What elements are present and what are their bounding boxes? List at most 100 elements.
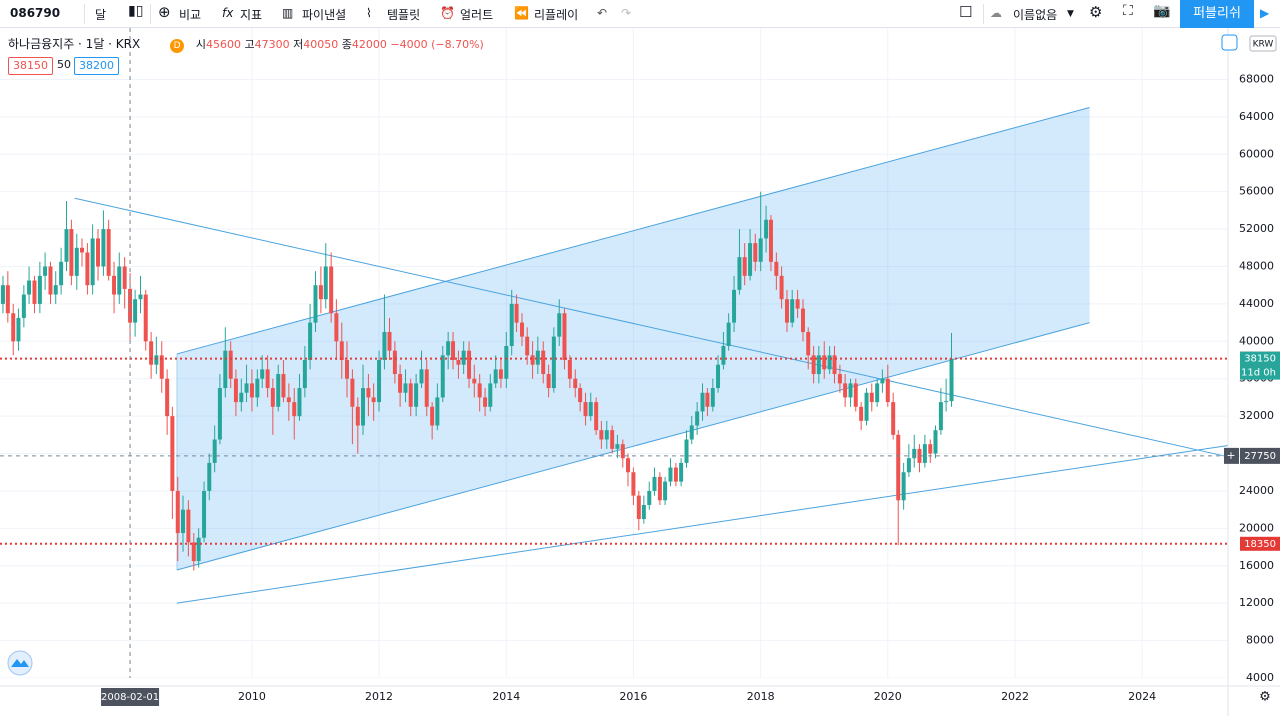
hline-label: 18350 [1244, 539, 1276, 550]
candle-body [647, 490, 652, 505]
candle-body [784, 299, 789, 323]
last-price-label-box [1240, 351, 1280, 366]
candle-body [297, 388, 302, 417]
candle-body [217, 388, 222, 440]
candle-body [239, 392, 244, 403]
y-tick-label: 20000 [1239, 521, 1274, 534]
indicators[interactable]: 지표 [240, 8, 263, 22]
layout-name[interactable]: 이름없음 [1013, 8, 1058, 22]
alert-icon[interactable]: ⏰ [440, 6, 455, 20]
indicators-icon[interactable]: fx [222, 6, 234, 20]
redo[interactable]: ↷ [621, 6, 632, 20]
candle-body [382, 331, 387, 361]
candle-body [233, 378, 238, 403]
open-label: 시 [195, 38, 207, 51]
candle-body [906, 458, 911, 473]
candle-body [816, 355, 821, 375]
alert[interactable]: 얼러트 [460, 8, 494, 22]
publish-button[interactable]: 퍼블리쉬 [1180, 0, 1254, 28]
candle-body [705, 392, 710, 407]
x-tick-label: 2010 [238, 690, 266, 703]
candle-body [101, 229, 106, 267]
x-tick-label: 2018 [747, 690, 775, 703]
y-tick-label: 44000 [1239, 297, 1274, 310]
candle-body [228, 350, 233, 379]
crosshair-x-box [101, 688, 160, 706]
candle-body [313, 285, 318, 323]
candle-body [80, 247, 85, 253]
candle-body [578, 388, 583, 403]
financials[interactable]: 파이낸셜 [302, 8, 347, 22]
candle-body [170, 416, 175, 491]
symbol[interactable]: 086790 [10, 6, 61, 20]
candle-body [345, 360, 350, 379]
candle-body [504, 345, 509, 379]
candle-body [85, 252, 90, 286]
candle-body [779, 275, 784, 300]
candle-body [159, 355, 164, 379]
channel-line [176, 107, 1090, 355]
candle-body [562, 313, 567, 361]
candle-body [48, 266, 53, 295]
chart-type-icon[interactable]: ▮▯ [128, 3, 144, 19]
y-tick-label: 12000 [1239, 596, 1274, 609]
replay[interactable]: 리플레이 [534, 8, 579, 22]
candle-body [668, 467, 673, 482]
crosshair-x-label: 2008-02-01 [101, 692, 159, 703]
candle-body [657, 476, 662, 501]
currency-box [1249, 35, 1277, 52]
candle-body [673, 467, 678, 482]
ask[interactable]: 38200 [74, 57, 119, 75]
play-icon[interactable]: ▶ [1260, 6, 1270, 20]
candle-body [292, 402, 297, 417]
layout-icon[interactable]: ☐ [959, 3, 973, 21]
compare[interactable]: 비교 [179, 8, 202, 22]
financials-icon[interactable]: ▥ [282, 6, 294, 20]
plus-icon: + [1226, 449, 1235, 462]
candle-body [944, 401, 949, 403]
candle-body [175, 490, 180, 534]
candle-body [318, 285, 323, 300]
crosshair-y-label: 27750 [1244, 451, 1276, 462]
candle-body [414, 383, 419, 407]
badge: D [170, 39, 185, 53]
fullscreen[interactable]: ⛶ [1123, 3, 1133, 19]
x-tick-label: 2024 [1128, 690, 1156, 703]
auto-scale [1221, 34, 1238, 51]
candle-body [165, 378, 170, 417]
replay-icon[interactable]: ⏪ [514, 6, 529, 20]
candle-body [721, 345, 726, 365]
candle-body [446, 341, 451, 356]
interval[interactable]: 달 [95, 8, 107, 22]
open: 45600 [206, 38, 242, 51]
candle-body [27, 280, 32, 295]
candle-body [355, 406, 360, 426]
candle-body [551, 336, 556, 389]
candle-body [350, 378, 355, 407]
templates[interactable]: 템플릿 [387, 8, 421, 22]
candle-body [573, 378, 578, 389]
candle-body [392, 350, 397, 375]
settings[interactable]: ⚙ [1089, 3, 1103, 21]
candle-body [689, 425, 694, 440]
candle-body [37, 275, 42, 304]
candle-body [90, 238, 95, 286]
compare-icon[interactable]: ⊕ [158, 3, 171, 21]
snapshot[interactable]: 📷 [1153, 3, 1171, 19]
candle-body [207, 462, 212, 491]
candle-body [377, 360, 382, 403]
last-price-label: 38150 [1244, 354, 1276, 365]
cloud-icon[interactable]: ☁ [990, 6, 1002, 20]
layout-menu[interactable]: ▼ [1067, 9, 1074, 19]
templates-icon[interactable]: ⌇ [366, 6, 372, 20]
candle-body [901, 472, 906, 501]
candle-body [223, 350, 228, 389]
high: 47300 [254, 38, 290, 51]
y-tick-label: 64000 [1239, 110, 1274, 123]
candle-body [530, 355, 535, 365]
candle-body [583, 402, 588, 417]
undo[interactable]: ↶ [597, 6, 608, 20]
candle-body [53, 285, 58, 295]
bid[interactable]: 38150 [8, 57, 53, 75]
